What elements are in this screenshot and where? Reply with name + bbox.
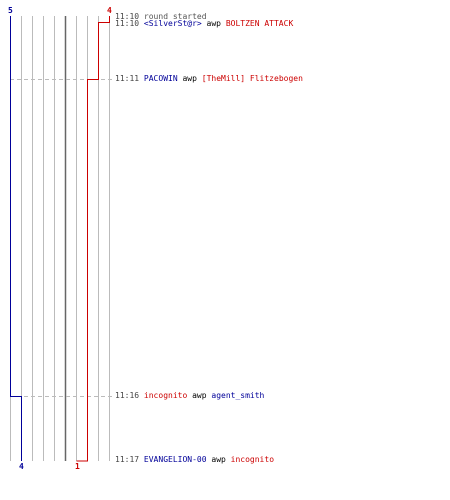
blue-start-count: 5 [8,6,13,15]
event-guides [10,79,112,397]
event-kill: 11:10 <SilverSt@r> awp BOLTZEN ATTACK [115,19,293,29]
event-time: 11:10 [115,19,140,28]
weapon-name: awp [206,19,221,28]
event-time: 11:17 [115,455,140,464]
team-red-step-line [76,16,110,462]
red-start-count: 4 [107,6,112,15]
killer-name[interactable]: PACOWIN [143,74,178,83]
victim-name[interactable]: agent_smith [211,391,265,400]
victim-name[interactable]: [TheMill] Flitzebogen [201,74,303,83]
weapon-name: awp [182,74,197,83]
team-blue-step-line [10,16,22,461]
event-round-started: 11:10 round started [115,12,207,22]
victim-name[interactable]: BOLTZEN ATTACK [225,19,294,28]
victim-name[interactable]: incognito [230,455,275,464]
event-time: 11:10 [115,12,140,21]
grid-lines [10,16,110,461]
killer-name[interactable]: <SilverSt@r> [143,19,202,28]
event-time: 11:11 [115,74,140,83]
event-kill: 11:11 PACOWIN awp [TheMill] Flitzebogen [115,74,303,84]
blue-end-count: 4 [19,462,24,471]
event-time: 11:16 [115,391,140,400]
event-kill: 11:16 incognito awp agent_smith [115,391,264,401]
killer-name[interactable]: EVANGELION-00 [143,455,207,464]
event-text: round started [143,12,207,21]
killer-name[interactable]: incognito [143,391,188,400]
weapon-name: awp [192,391,207,400]
red-end-count: 1 [75,462,80,471]
event-kill: 11:17 EVANGELION-00 awp incognito [115,455,274,465]
weapon-name: awp [211,455,226,464]
